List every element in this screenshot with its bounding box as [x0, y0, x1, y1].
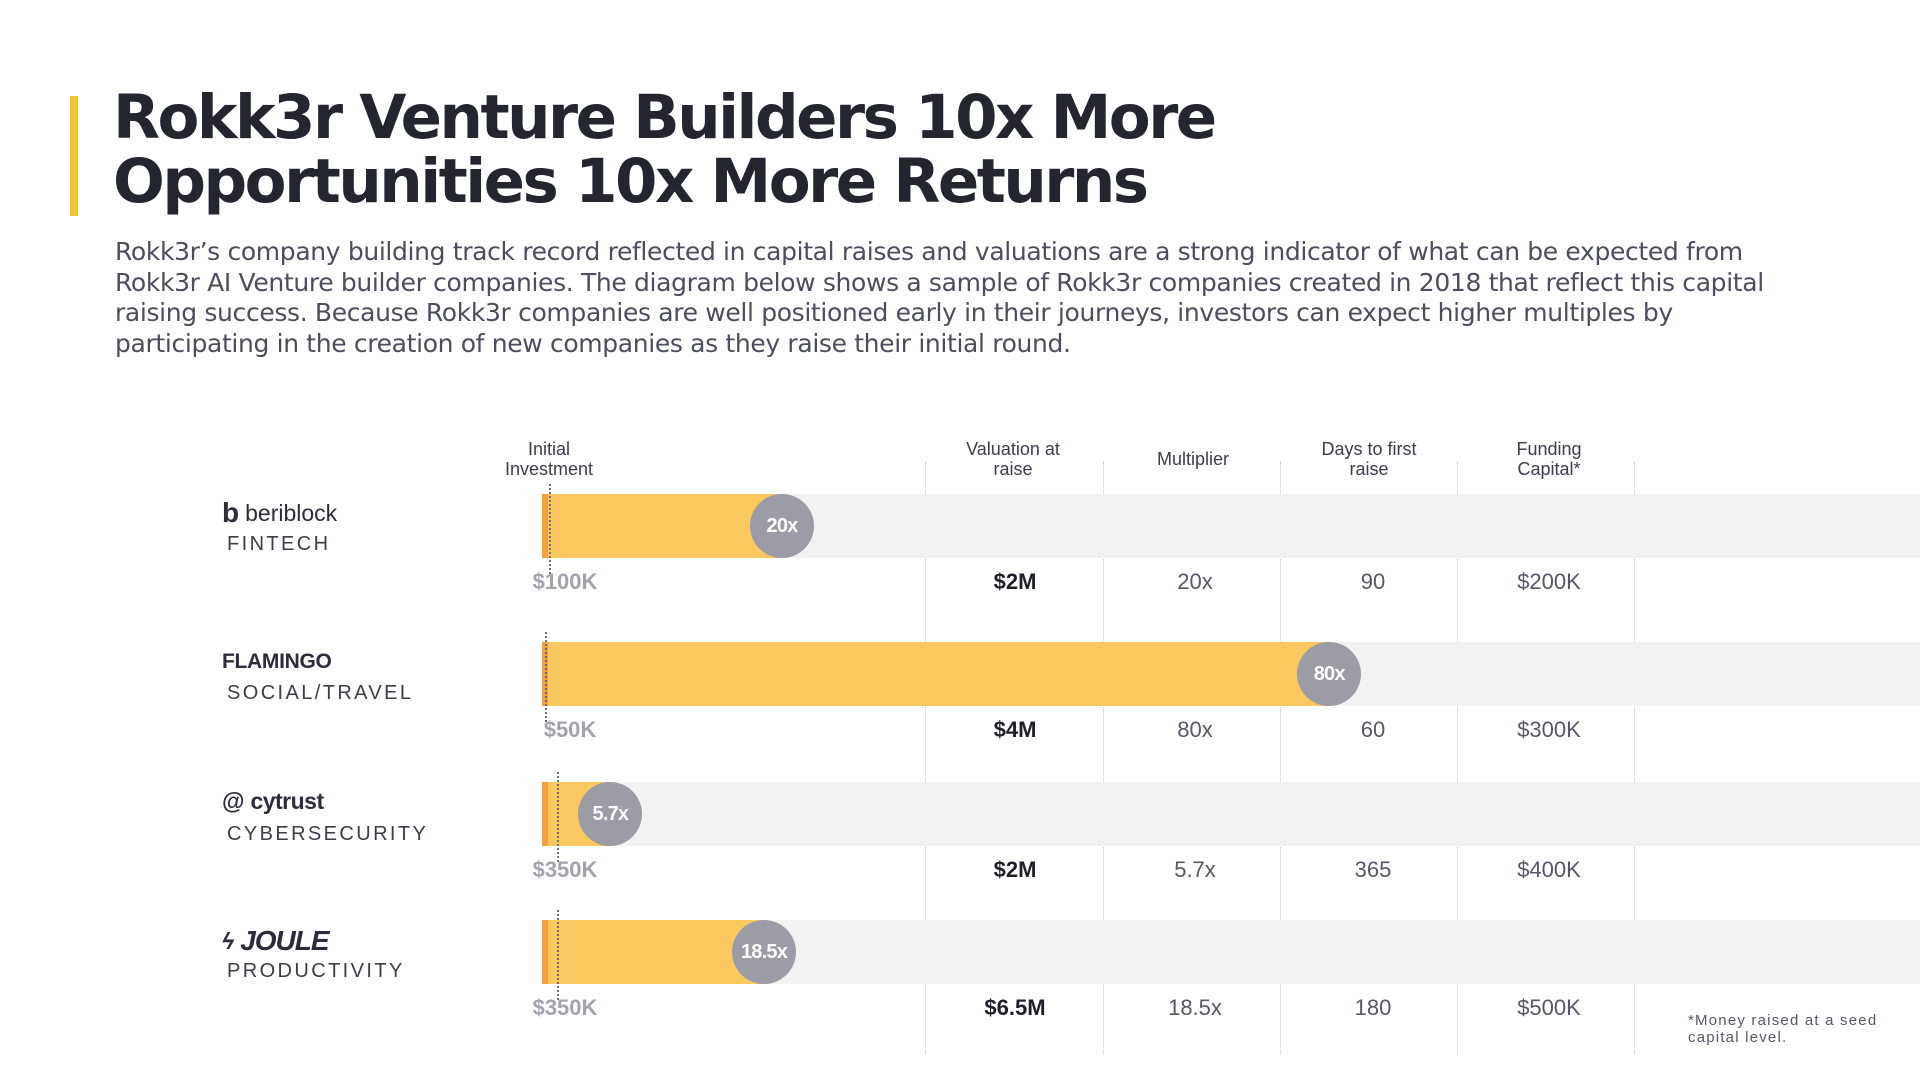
company-logo: b beriblock: [222, 497, 337, 529]
company-name: JOULE: [240, 925, 329, 956]
at-sign-icon: @: [222, 788, 245, 814]
funding-capital-value: $500K: [1517, 995, 1581, 1020]
col-header-initial-investment: Initial Investment: [504, 439, 594, 479]
bar-track: [542, 782, 1920, 846]
column-separator: [925, 462, 926, 1054]
company-logo: FLAMINGO: [222, 650, 332, 674]
multiplier-bar: [542, 642, 1330, 706]
initial-investment-value: $100K: [532, 569, 598, 594]
initial-investment-value: $350K: [532, 857, 598, 882]
column-separator: [1103, 462, 1104, 1054]
company-name: cytrust: [250, 788, 324, 814]
multiplier-value: 20x: [1177, 569, 1213, 594]
company-sector: SOCIAL/TRAVEL: [227, 682, 414, 704]
days-to-first-raise-value: 365: [1354, 857, 1392, 882]
initial-investment-marker: [557, 910, 559, 1000]
initial-investment-value: $50K: [543, 717, 597, 742]
company-logo: ϟ JOULE: [222, 925, 330, 957]
bar-start-cap: [542, 494, 548, 558]
column-separator: [1280, 462, 1281, 1054]
company-name: beriblock: [245, 499, 338, 526]
multiplier-value: 80x: [1177, 717, 1213, 742]
multiplier-badge: 20x: [750, 494, 814, 558]
lightning-bolt-icon: ϟ: [222, 927, 235, 954]
initial-investment-value: $350K: [532, 995, 598, 1020]
col-header-funding-capital: Funding Capital*: [1516, 439, 1582, 479]
company-sector: FINTECH: [227, 533, 331, 555]
bar-start-cap: [542, 920, 548, 984]
valuation-value: $4M: [993, 717, 1037, 742]
b-mark-icon: b: [222, 497, 240, 528]
footnote: *Money raised at a seed capital level.: [1688, 1012, 1878, 1046]
bar-start-cap: [542, 782, 548, 846]
initial-investment-marker: [549, 484, 551, 574]
col-header-multiplier: Multiplier: [1156, 449, 1230, 469]
company-sector: PRODUCTIVITY: [227, 960, 405, 982]
multiplier-badge: 18.5x: [732, 920, 796, 984]
page-subtitle: Rokk3r’s company building track record r…: [115, 237, 1764, 358]
days-to-first-raise-value: 60: [1360, 717, 1386, 742]
multiplier-badge: 5.7x: [578, 782, 643, 846]
funding-capital-value: $200K: [1517, 569, 1581, 594]
initial-investment-marker: [545, 632, 547, 722]
company-name: FLAMINGO: [222, 650, 332, 673]
days-to-first-raise-value: 90: [1360, 569, 1386, 594]
col-header-days-to-first-raise: Days to first raise: [1321, 439, 1417, 479]
multiplier-bar: [542, 920, 764, 984]
initial-investment-marker: [557, 772, 559, 862]
days-to-first-raise-value: 180: [1354, 995, 1392, 1020]
multiplier-value: 18.5x: [1168, 995, 1222, 1020]
column-separator: [1457, 462, 1458, 1054]
valuation-value: $2M: [993, 857, 1037, 882]
company-logo: @ cytrust: [222, 788, 324, 815]
multiplier-bar: [542, 494, 782, 558]
multiplier-badge: 80x: [1297, 642, 1362, 706]
valuation-value: $2M: [993, 569, 1037, 594]
page-title: Rokk3r Venture Builders 10x More Opportu…: [113, 82, 1217, 217]
title-accent-bar: [70, 96, 78, 216]
multiplier-value: 5.7x: [1174, 857, 1216, 882]
funding-capital-value: $400K: [1517, 857, 1581, 882]
col-header-valuation: Valuation at raise: [966, 439, 1060, 479]
column-separator: [1634, 462, 1635, 1054]
funding-capital-value: $300K: [1517, 717, 1581, 742]
valuation-value: $6.5M: [984, 995, 1046, 1020]
company-sector: CYBERSECURITY: [227, 823, 429, 845]
